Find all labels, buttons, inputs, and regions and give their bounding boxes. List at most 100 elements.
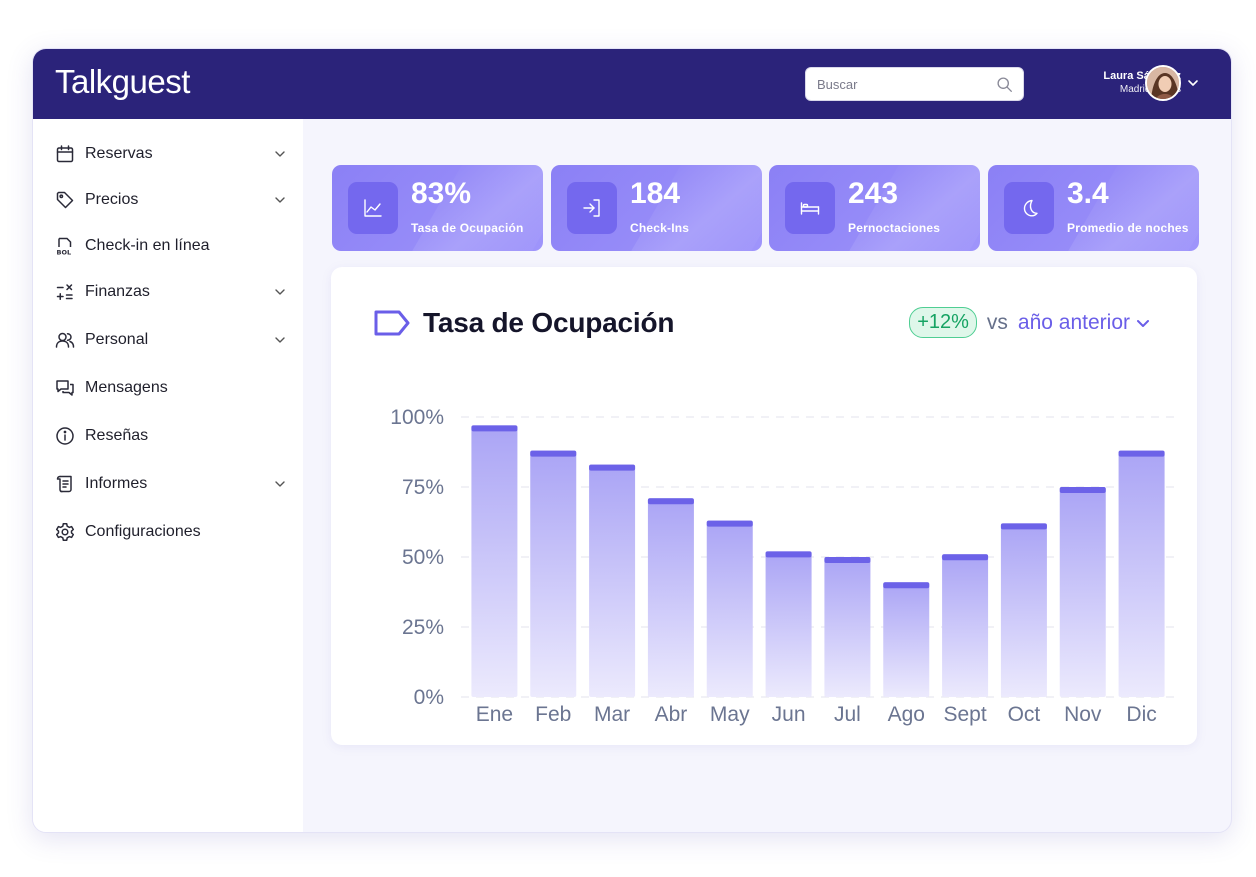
kpi-icon-box [1004,182,1054,234]
y-tick-label: 0% [414,686,444,709]
tag-icon [55,190,75,210]
bar-jun[interactable] [765,551,812,697]
occupancy-card: Tasa de Ocupación +12% vs año anterior 0… [331,267,1197,745]
bar-dic[interactable] [1118,450,1165,697]
search-icon[interactable] [996,76,1013,93]
kpi-card-occupancy[interactable]: 83% Tasa de Ocupación [332,165,543,251]
sidebar-item-finanzas[interactable]: Finanzas [55,277,287,307]
bar-sept[interactable] [942,554,989,697]
chevron-down-icon[interactable] [1135,315,1151,331]
kpi-card-overnights[interactable]: 243 Pernoctaciones [769,165,980,251]
bed-icon [800,202,820,215]
period-dropdown[interactable]: año anterior [1018,311,1151,335]
sidebar-item-label: Mensagens [85,379,168,396]
calculator-icon [55,282,75,302]
kpi-card-checkins[interactable]: 184 Check-Ins [551,165,762,251]
bar-cap [1059,487,1106,493]
bar-feb[interactable] [530,450,577,697]
y-tick-label: 50% [402,546,444,569]
kpi-label: Promedio de noches [1067,221,1189,235]
x-tick-label: May [710,703,750,726]
kpi-icon-box [785,182,835,234]
occupancy-bar-chart: 0% 25% 50% 75% 100% Ene Feb Mar Abr May Jun Jul Ago S… [331,377,1197,745]
bar-oct[interactable] [1000,523,1047,697]
bar-cap [1000,523,1047,530]
delta-badge: +12% [909,307,977,338]
brand-logo[interactable]: Talkguest [55,63,190,100]
kpi-icon-box [348,182,398,234]
kpi-value: 184 [630,177,681,210]
bar-cap [824,557,871,563]
vs-label: vs [986,310,1008,334]
sidebar-item-label: Configuraciones [85,523,201,540]
sidebar-item-personal[interactable]: Personal [55,325,287,355]
search-box[interactable] [805,67,1024,101]
sidebar-item-resenas[interactable]: Reseñas [55,421,287,451]
bar-cap [1118,450,1165,457]
chart-canvas: 0% 25% 50% 75% 100% Ene Feb Mar Abr May Jun Jul Ago S… [390,406,1175,726]
kpi-label: Pernoctaciones [848,221,941,235]
scroll-icon [55,474,75,494]
sidebar-item-configuraciones[interactable]: Configuraciones [55,517,287,547]
chevron-down-icon[interactable] [1186,76,1200,90]
bar-cap [647,498,694,505]
chevron-down-icon[interactable] [273,477,287,491]
x-tick-label: Nov [1064,703,1102,726]
bar-cap [471,425,518,432]
bar-cap [883,582,930,589]
search-input[interactable] [817,76,996,92]
bar-cap [589,464,636,471]
sidebar-item-reservas[interactable]: Reservas [55,139,287,169]
sidebar-item-label: Personal [85,331,149,348]
bar-abr[interactable] [647,498,694,697]
kpi-card-average-nights[interactable]: 3.4 Promedio de noches [988,165,1199,251]
sidebar-item-label: Informes [85,475,148,492]
bar-cap [942,554,989,561]
bar-cap [765,551,812,558]
kpi-icon-box [567,182,617,234]
bar-nov[interactable] [1059,487,1106,697]
sidebar-item-check-in[interactable]: BOL Check-in en línea [55,231,287,261]
bar-cap [530,450,577,457]
comparison: +12% vs año anterior [909,307,1151,338]
x-tick-label: Jun [772,703,806,726]
x-tick-label: Jul [834,703,861,726]
bar-mar[interactable] [589,464,636,697]
sidebar-item-informes[interactable]: Informes [55,469,287,499]
avatar[interactable] [1145,65,1181,101]
chevron-down-icon[interactable] [273,333,287,347]
sidebar-item-label: Check-in en línea [85,237,210,254]
x-tick-label: Dic [1126,703,1156,726]
chevron-down-icon[interactable] [273,147,287,161]
sidebar: Reservas Precios BOL Check-in en línea F… [33,119,303,832]
chevron-down-icon[interactable] [273,285,287,299]
gear-icon [55,522,75,542]
sidebar-item-mensagens[interactable]: Mensagens [55,373,287,403]
y-tick-label: 75% [402,476,444,499]
sidebar-item-precios[interactable]: Precios [55,185,287,215]
bar-cap [706,520,753,527]
x-tick-label: Feb [535,703,571,726]
bar-may[interactable] [706,520,753,697]
kpi-value: 243 [848,177,899,210]
chevron-down-icon[interactable] [273,193,287,207]
app-window: Talkguest Laura Sánchez Madrid Suites [32,48,1232,833]
bar-ago[interactable] [883,582,930,697]
kpi-value: 83% [411,177,472,210]
users-icon [55,330,75,350]
x-tick-label: Abr [655,703,688,726]
moon-icon [1023,199,1038,217]
x-tick-label: Ago [888,703,925,726]
chat-icon [55,378,75,398]
y-tick-label: 100% [390,406,444,429]
kpi-label: Tasa de Ocupación [411,221,524,235]
sidebar-item-label: Reseñas [85,427,149,444]
sidebar-item-label: Reservas [85,145,153,162]
kpi-label: Check-Ins [630,221,690,235]
kpi-value: 3.4 [1067,177,1109,210]
label-tag-icon [374,310,410,336]
bar-ene[interactable] [471,425,518,697]
card-header: Tasa de Ocupación [373,307,674,339]
bar-jul[interactable] [824,557,871,697]
top-bar: Talkguest Laura Sánchez Madrid Suites [33,49,1231,119]
